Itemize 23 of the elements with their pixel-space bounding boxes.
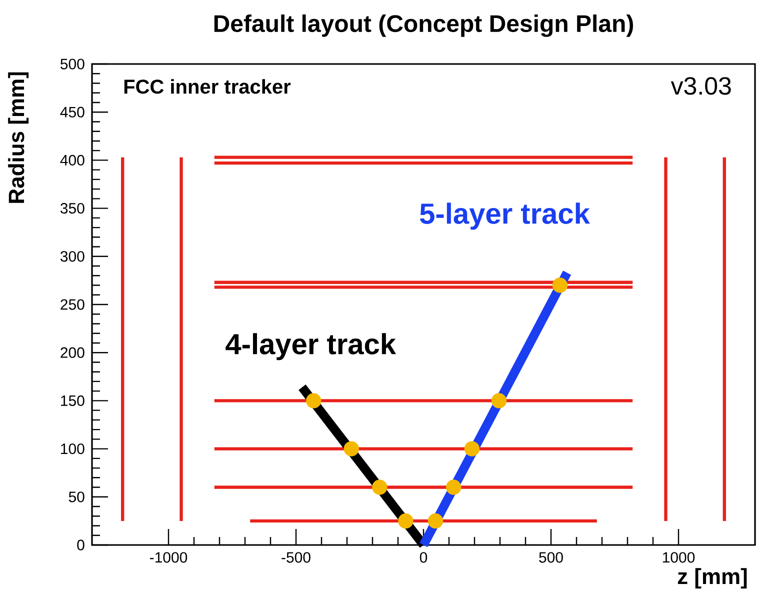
series-label: 5-layer track [420,202,590,230]
y-tick-label: 500 [60,58,84,70]
annotation: FCC inner tracker [124,79,291,94]
x-tick-label: 0 [420,552,428,563]
y-tick-label: 400 [60,154,84,166]
x-axis-title: z [mm] [678,568,747,589]
y-tick-label: 350 [60,202,84,214]
y-tick-label: 300 [60,251,84,262]
annotation: v3.03 [670,77,731,95]
series-label: 4-layer track [226,333,396,360]
x-tick-label: -500 [282,552,310,563]
y-tick-label: 0 [77,540,84,550]
y-tick-label: 100 [61,443,84,454]
y-tick-label: 50 [68,492,84,502]
x-tick-label: -1000 [150,552,188,563]
x-tick-label: 1000 [662,552,695,563]
y-tick-label: 150 [61,395,84,406]
x-tick-label: 500 [539,552,563,563]
y-axis-title: Radius [mm] [8,72,29,203]
y-tick-label: 200 [60,347,84,358]
chart-title: Default layout (Concept Design Plan) [214,14,634,37]
y-tick-label: 250 [60,299,84,310]
y-tick-label: 450 [60,106,84,118]
